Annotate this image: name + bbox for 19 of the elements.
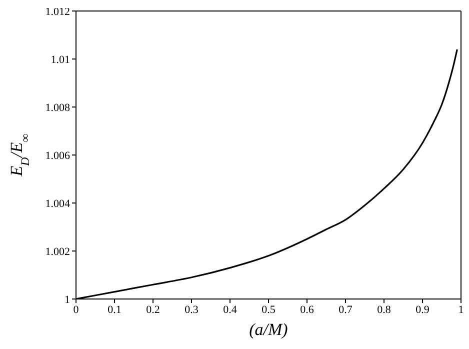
x-tick-label: 0.1 xyxy=(108,304,122,316)
x-tick-label: 0.5 xyxy=(262,304,276,316)
x-tick-label: 0.3 xyxy=(184,304,199,316)
x-tick-label: 0.4 xyxy=(223,304,238,316)
x-tick-label: 0.2 xyxy=(146,304,160,316)
x-axis-title: (a/M) xyxy=(249,320,288,339)
y-tick-label: 1.002 xyxy=(45,246,70,258)
y-tick-label: 1.008 xyxy=(45,102,70,114)
y-tick-label: 1.004 xyxy=(45,198,70,210)
x-tick-label: 1 xyxy=(458,304,464,316)
x-tick-label: 0.7 xyxy=(338,304,353,316)
x-tick-label: 0.8 xyxy=(377,304,392,316)
x-tick-label: 0.6 xyxy=(300,304,314,316)
y-tick-label: 1.006 xyxy=(45,150,70,162)
y-tick-label: 1.012 xyxy=(45,6,70,18)
y-tick-label: 1 xyxy=(64,294,70,306)
x-tick-label: 0.9 xyxy=(416,304,430,316)
y-tick-label: 1.01 xyxy=(50,54,70,66)
x-tick-label: 0 xyxy=(73,304,80,316)
